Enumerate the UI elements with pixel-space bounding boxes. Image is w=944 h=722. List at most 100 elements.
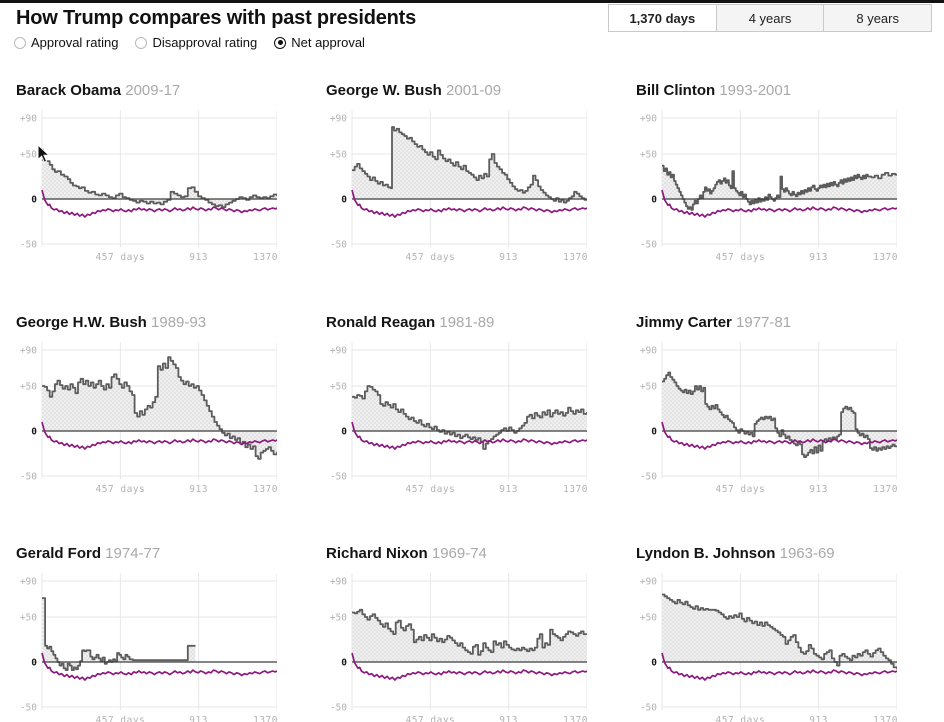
president-years: 1969-74 xyxy=(427,545,487,562)
x-tick-label: 913 xyxy=(189,484,208,495)
y-tick-label: +50 xyxy=(20,382,37,393)
y-tick-label: +90 xyxy=(330,114,347,125)
y-tick-label: -50 xyxy=(20,472,37,483)
net-approval-plot: +90 +50 0 -50 457 days 913 1370 xyxy=(330,110,588,263)
president-name: Bill Clinton xyxy=(636,82,716,99)
y-tick-label: +50 xyxy=(330,150,347,161)
president-years: 1989-93 xyxy=(146,314,207,331)
y-tick-label: +90 xyxy=(20,114,37,125)
x-tick-label: 913 xyxy=(809,252,828,263)
radio-net-approval[interactable]: Net approval xyxy=(274,35,365,50)
x-tick-label: 1370 xyxy=(253,715,277,722)
y-tick-label: +50 xyxy=(640,150,657,161)
y-tick-label: -50 xyxy=(640,703,657,714)
x-tick-label: 1370 xyxy=(873,484,897,495)
y-tick-label: 0 xyxy=(31,658,37,669)
y-tick-label: +50 xyxy=(640,382,657,393)
y-tick-label: +90 xyxy=(640,346,657,357)
y-tick-label: -50 xyxy=(330,703,347,714)
chart-title: Ronald Reagan 1981-89 xyxy=(326,314,587,331)
radio-unselected-icon[interactable] xyxy=(14,36,26,49)
radio-approval-rating[interactable]: Approval rating xyxy=(14,35,118,50)
chart-ronald-reagan: Ronald Reagan 1981-89 +90 +50 0 -50 457 days 9… xyxy=(326,314,588,511)
x-tick-label: 913 xyxy=(499,715,518,722)
president-years: 1981-89 xyxy=(435,314,495,331)
net-approval-plot: +90 +50 0 -50 457 days 913 1370 xyxy=(20,573,278,722)
y-tick-label: +50 xyxy=(20,150,37,161)
y-tick-label: 0 xyxy=(651,658,657,669)
president-years: 2001-09 xyxy=(441,82,502,99)
range-button-8-years[interactable]: 8 years xyxy=(823,5,932,31)
chart-title: Richard Nixon 1969-74 xyxy=(326,545,587,562)
mouse-cursor-icon xyxy=(37,144,51,163)
president-years: 2009-17 xyxy=(121,82,181,99)
x-tick-label: 913 xyxy=(499,484,518,495)
y-tick-label: -50 xyxy=(640,240,657,251)
chart-george-w-bush: George W. Bush 2001-09 +90 +50 0 -50 457 days… xyxy=(326,82,588,279)
radio-label: Disapproval rating xyxy=(152,35,258,50)
y-tick-label: 0 xyxy=(651,195,657,206)
x-tick-label: 1370 xyxy=(253,484,277,495)
net-approval-plot: +90 +50 0 -50 457 days 913 1370 xyxy=(330,573,588,722)
president-name: George H.W. Bush xyxy=(16,314,147,331)
y-tick-label: -50 xyxy=(330,472,347,483)
president-years: 1974-77 xyxy=(101,545,161,562)
y-tick-label: +50 xyxy=(640,613,657,624)
x-tick-label: 457 days xyxy=(716,484,766,495)
chart-richard-nixon: Richard Nixon 1969-74 +90 +50 0 -50 457 days 9… xyxy=(326,545,588,722)
radio-disapproval-rating[interactable]: Disapproval rating xyxy=(135,35,257,50)
net-approval-plot: +90 +50 0 -50 457 days 913 1370 xyxy=(20,110,278,263)
president-name: Barack Obama xyxy=(16,82,122,99)
y-tick-label: 0 xyxy=(341,195,347,206)
net-approval-plot: +90 +50 0 -50 457 days 913 1370 xyxy=(20,342,278,495)
chart-title: Bill Clinton 1993-2001 xyxy=(636,82,897,99)
x-tick-label: 457 days xyxy=(96,715,146,722)
y-tick-label: +50 xyxy=(330,613,347,624)
y-tick-label: +90 xyxy=(20,577,37,588)
president-name: George W. Bush xyxy=(326,82,442,99)
president-name: Richard Nixon xyxy=(326,545,428,562)
y-tick-label: 0 xyxy=(341,658,347,669)
chart-jimmy-carter: Jimmy Carter 1977-81 +90 +50 0 -50 457 days 91… xyxy=(636,314,898,511)
range-button-4-years[interactable]: 4 years xyxy=(715,5,824,31)
x-tick-label: 1370 xyxy=(873,252,897,263)
net-approval-plot: +90 +50 0 -50 457 days 913 1370 xyxy=(640,342,898,495)
metric-radio-group: Approval rating Disapproval rating Net app… xyxy=(14,35,365,50)
chart-lyndon-b-johnson: Lyndon B. Johnson 1963-69 +90 +50 0 -50 457 d… xyxy=(636,545,898,722)
president-years: 1977-81 xyxy=(731,314,792,331)
x-tick-label: 913 xyxy=(189,715,208,722)
y-tick-label: -50 xyxy=(330,240,347,251)
range-button-1-370-days[interactable]: 1,370 days xyxy=(609,5,716,31)
president-name: Lyndon B. Johnson xyxy=(636,545,776,562)
y-tick-label: +90 xyxy=(20,346,37,357)
x-tick-label: 457 days xyxy=(406,252,456,263)
x-tick-label: 1370 xyxy=(873,715,897,722)
chart-title: Gerald Ford 1974-77 xyxy=(16,545,277,562)
president-name: Ronald Reagan xyxy=(326,314,436,331)
radio-selected-icon[interactable] xyxy=(274,36,287,49)
y-tick-label: +50 xyxy=(330,382,347,393)
x-tick-label: 1370 xyxy=(563,715,587,722)
x-tick-label: 913 xyxy=(809,484,828,495)
chart-title: Lyndon B. Johnson 1963-69 xyxy=(636,545,897,562)
x-tick-label: 457 days xyxy=(96,484,146,495)
y-tick-label: +50 xyxy=(20,613,37,624)
chart-title: George H.W. Bush 1989-93 xyxy=(16,314,277,331)
radio-label: Approval rating xyxy=(31,35,119,50)
y-tick-label: -50 xyxy=(640,472,657,483)
radio-unselected-icon[interactable] xyxy=(135,36,148,49)
time-range-button-group: 1,370 days 4 years 8 years xyxy=(608,4,932,32)
x-tick-label: 913 xyxy=(499,252,518,263)
y-tick-label: 0 xyxy=(31,195,37,206)
x-tick-label: 913 xyxy=(809,715,828,722)
x-tick-label: 1370 xyxy=(563,252,587,263)
chart-george-h-w-bush: George H.W. Bush 1989-93 +90 +50 0 -50 457 da… xyxy=(16,314,278,511)
y-tick-label: -50 xyxy=(20,703,37,714)
y-tick-label: +90 xyxy=(640,577,657,588)
president-years: 1993-2001 xyxy=(715,82,792,99)
chart-gerald-ford: Gerald Ford 1974-77 +90 +50 0 -50 457 days 913… xyxy=(16,545,278,722)
net-approval-plot: +90 +50 0 -50 457 days 913 1370 xyxy=(640,110,898,263)
y-tick-label: -50 xyxy=(20,240,37,251)
x-tick-label: 913 xyxy=(189,252,208,263)
